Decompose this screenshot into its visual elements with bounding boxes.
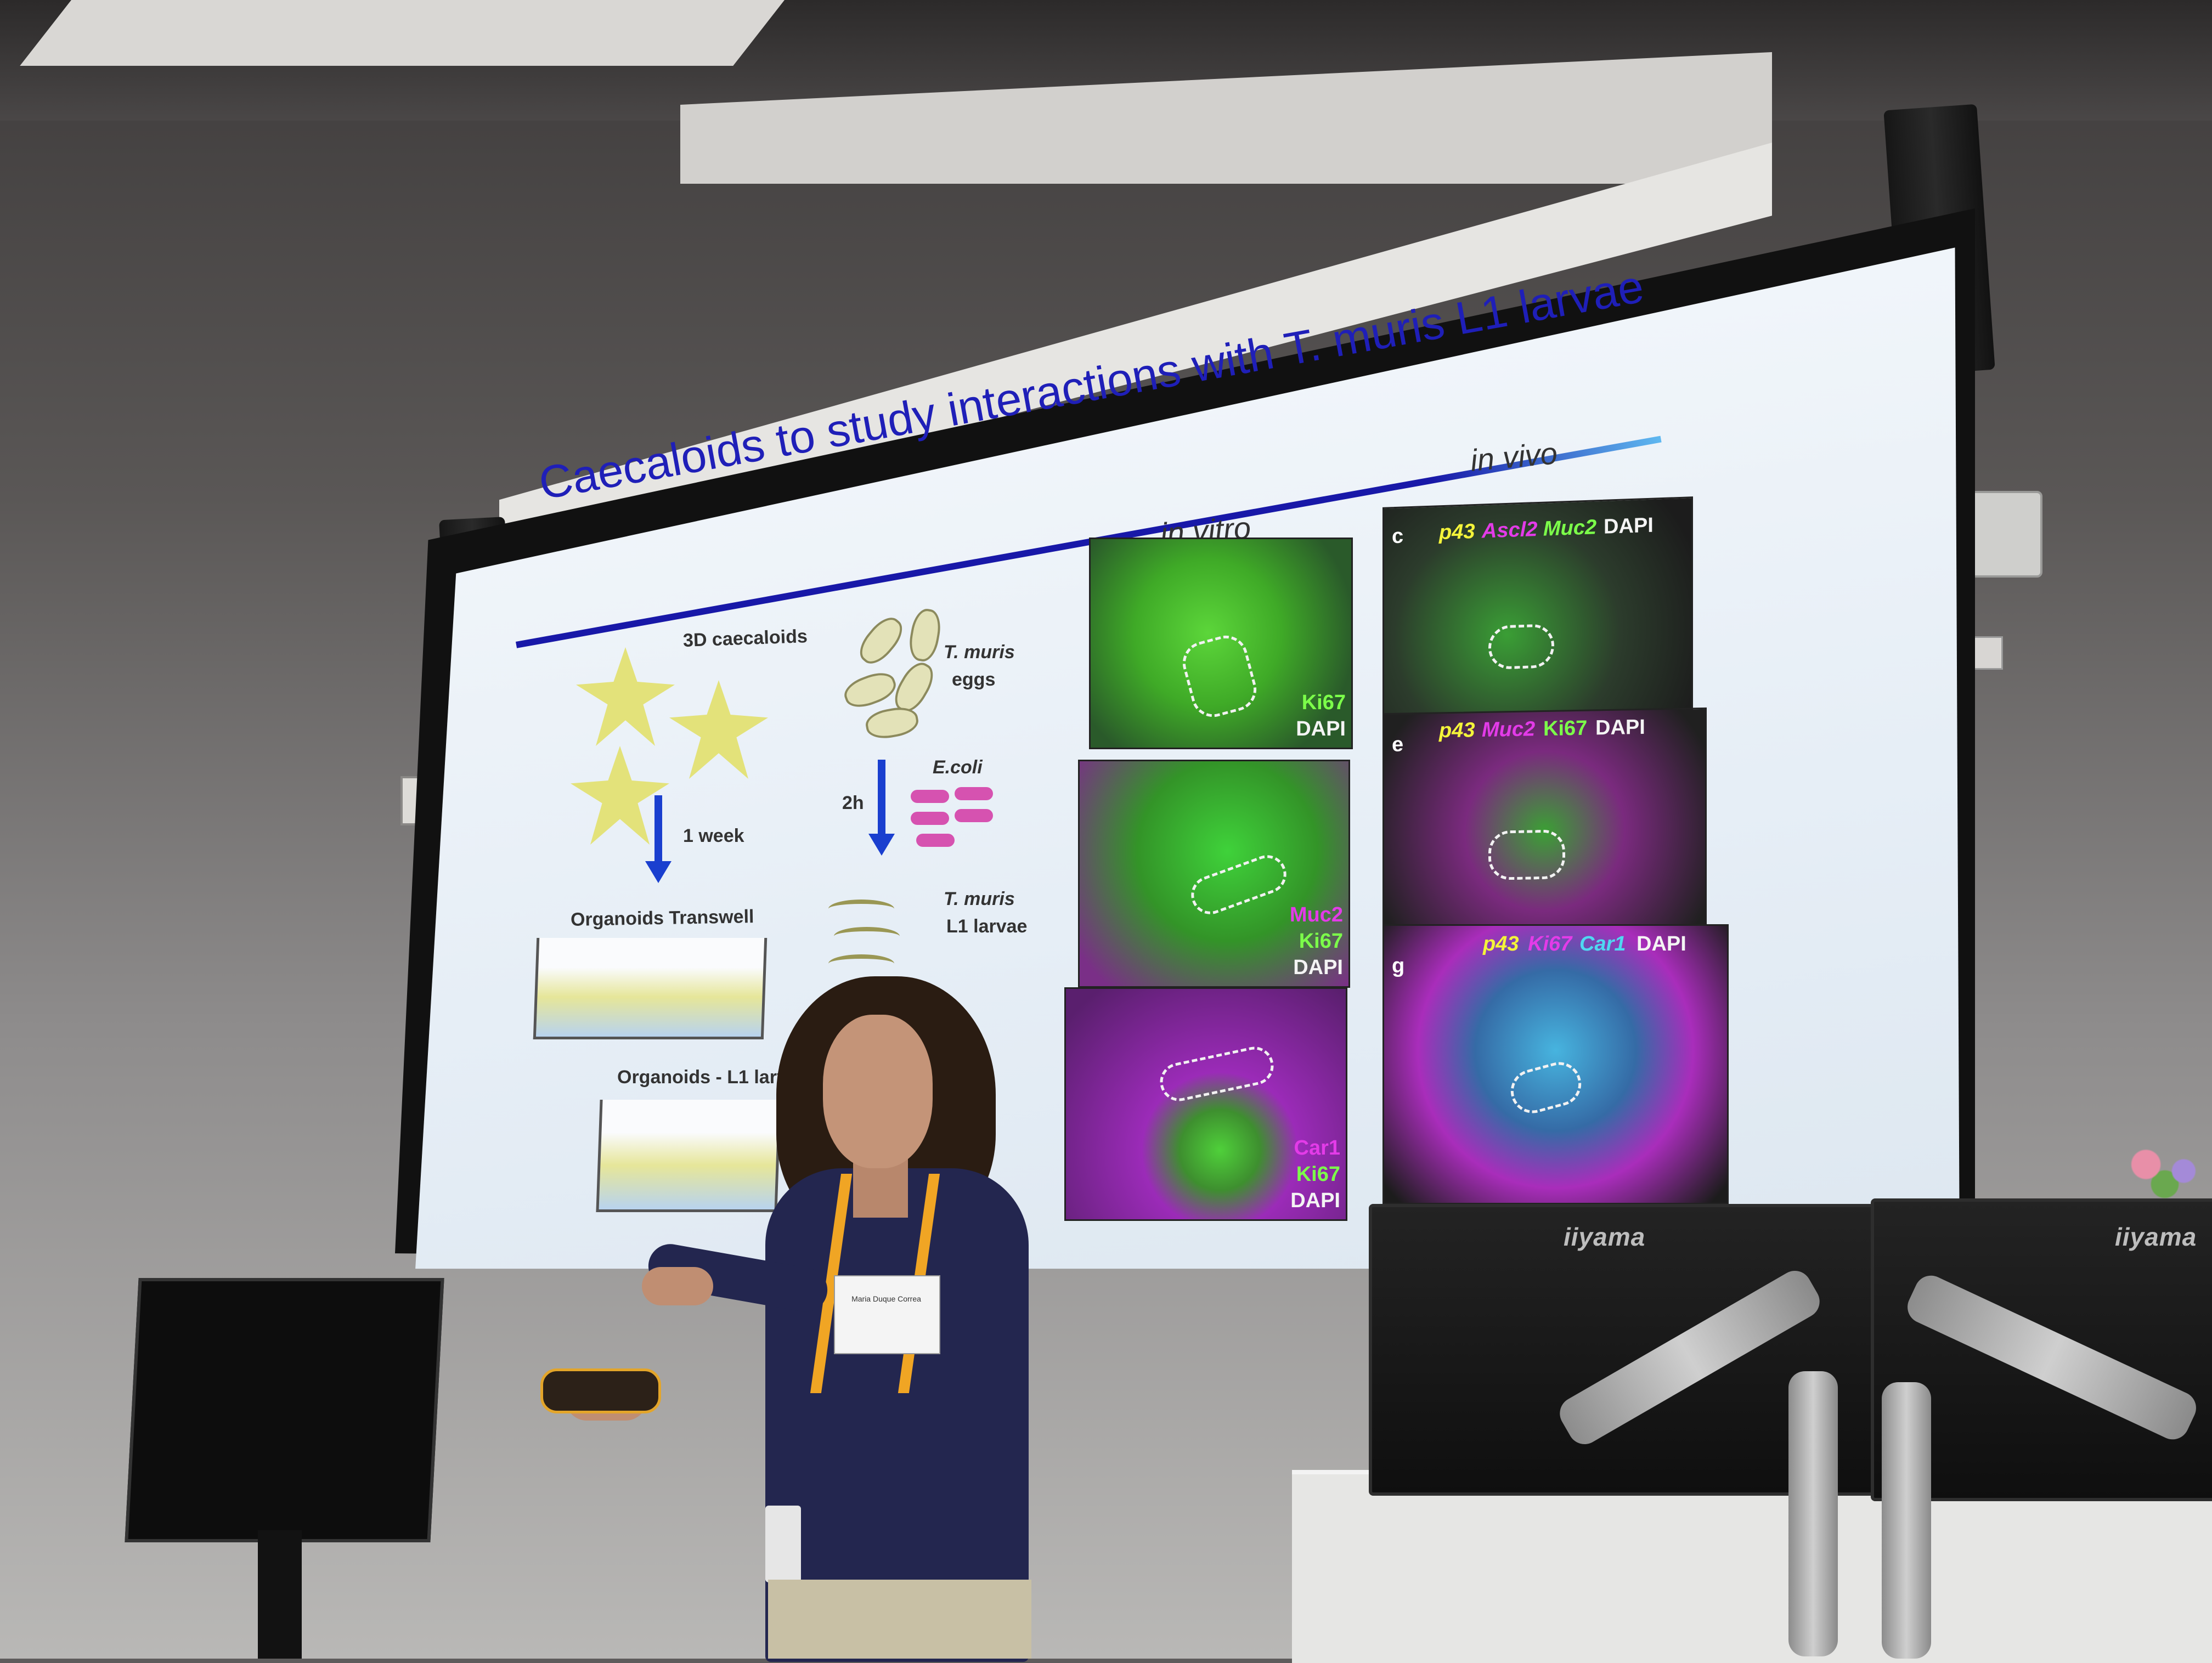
stain-label-muc2: Muc2 — [1482, 717, 1536, 742]
panel-letter-g: g — [1392, 954, 1405, 977]
transwell-diagram — [533, 938, 768, 1039]
stain-label-p43: p43 — [1439, 519, 1475, 545]
label-eggs-line2: eggs — [952, 669, 996, 690]
flowers — [2118, 1138, 2212, 1204]
stain-label-car1: Car1 — [1579, 932, 1626, 955]
monitor-brand-left: iiyama — [1564, 1223, 1646, 1251]
panel-letter-c: c — [1392, 524, 1404, 548]
presenter-face — [823, 1015, 933, 1168]
left-monitor-stand — [258, 1530, 302, 1659]
presenter-trousers — [768, 1580, 1031, 1659]
name-badge — [834, 1275, 940, 1354]
label-eggs-line1: T. muris — [944, 642, 1015, 663]
bacterium-shape — [916, 834, 955, 847]
bacterium-shape — [955, 787, 993, 800]
monitor-arm-post — [1788, 1371, 1838, 1656]
arrow-down-icon — [868, 834, 895, 856]
label-time: 2h — [842, 793, 864, 813]
stain-label-p43: p43 — [1483, 932, 1519, 955]
monitor-brand-right: iiyama — [2115, 1223, 2197, 1251]
stain-label-dapi: DAPI — [1604, 513, 1654, 539]
larva-shape — [834, 927, 900, 946]
stain-label-ki67: Ki67 — [1301, 691, 1346, 714]
arrow-down-icon — [645, 861, 672, 883]
stain-label-car1: Car1 — [1294, 1136, 1341, 1159]
stain-label-dapi: DAPI — [1296, 717, 1346, 740]
stain-label-muc2: Muc2 — [1543, 516, 1597, 541]
monitor-arm-post — [1882, 1382, 1931, 1659]
arrow-shaft — [654, 795, 662, 861]
larva-outline — [1156, 1043, 1277, 1105]
bacterium-shape — [955, 809, 993, 822]
presentation-clicker — [540, 1368, 661, 1413]
larva-outline — [1488, 623, 1554, 670]
label-organoids-l1: Organoids - L1 larva — [617, 1067, 798, 1088]
stain-label-muc2: Muc2 — [1289, 903, 1343, 926]
larva-outline — [1505, 1057, 1587, 1118]
stain-label-dapi: DAPI — [1595, 715, 1645, 740]
micrograph-in-vivo-e: e p43 Muc2 Ki67 DAPI — [1383, 707, 1707, 934]
stain-label-ki67: Ki67 — [1528, 932, 1572, 955]
id-card — [765, 1506, 801, 1582]
micrograph-in-vivo-g: g p43 Ki67 Car1 DAPI — [1383, 924, 1729, 1204]
lectern-desk — [1292, 1470, 2212, 1663]
larva-outline — [1488, 829, 1565, 880]
stain-label-ascl2: Ascl2 — [1482, 518, 1538, 543]
label-organoids-transwell: Organoids Transwell — [570, 906, 754, 930]
micrograph-in-vitro-car1: Car1 Ki67 DAPI — [1064, 987, 1347, 1221]
caption-in-vivo: in vivo — [1469, 435, 1559, 478]
label-ecoli: E.coli — [933, 757, 983, 778]
presenter-hand — [642, 1267, 713, 1305]
micrograph-in-vitro-ki67: Ki67 DAPI — [1089, 538, 1353, 749]
larva-outline — [1186, 850, 1292, 920]
bacterium-shape — [911, 812, 949, 825]
label-larvae-line1: T. muris — [944, 889, 1015, 909]
label-one-week: 1 week — [683, 825, 744, 846]
larva-outline — [1177, 630, 1262, 722]
left-monitor — [125, 1278, 444, 1542]
bacterium-shape — [911, 790, 949, 803]
larva-shape — [828, 954, 894, 973]
stain-label-ki67: Ki67 — [1543, 716, 1588, 741]
stain-label-ki67: Ki67 — [1296, 1163, 1340, 1186]
panel-letter-e: e — [1392, 733, 1404, 756]
badge-text: Maria Duque Correa — [851, 1294, 921, 1303]
arrow-shaft — [878, 760, 885, 836]
transwell-larvae-diagram — [596, 1100, 781, 1212]
stain-label-dapi: DAPI — [1637, 932, 1686, 955]
stain-label-dapi: DAPI — [1290, 1189, 1340, 1212]
micrograph-in-vivo-c: c p43 Ascl2 Muc2 DAPI — [1383, 496, 1693, 727]
stain-label-dapi: DAPI — [1293, 956, 1343, 979]
stain-label-ki67: Ki67 — [1299, 930, 1343, 953]
stain-label-p43: p43 — [1439, 719, 1475, 743]
micrograph-in-vitro-muc2: Muc2 Ki67 DAPI — [1078, 760, 1350, 988]
label-larvae-line2: L1 larvae — [946, 916, 1028, 937]
larva-shape — [828, 900, 894, 918]
ceiling-beam — [20, 0, 785, 66]
label-3d-caecaloids: 3D caecaloids — [682, 626, 808, 651]
